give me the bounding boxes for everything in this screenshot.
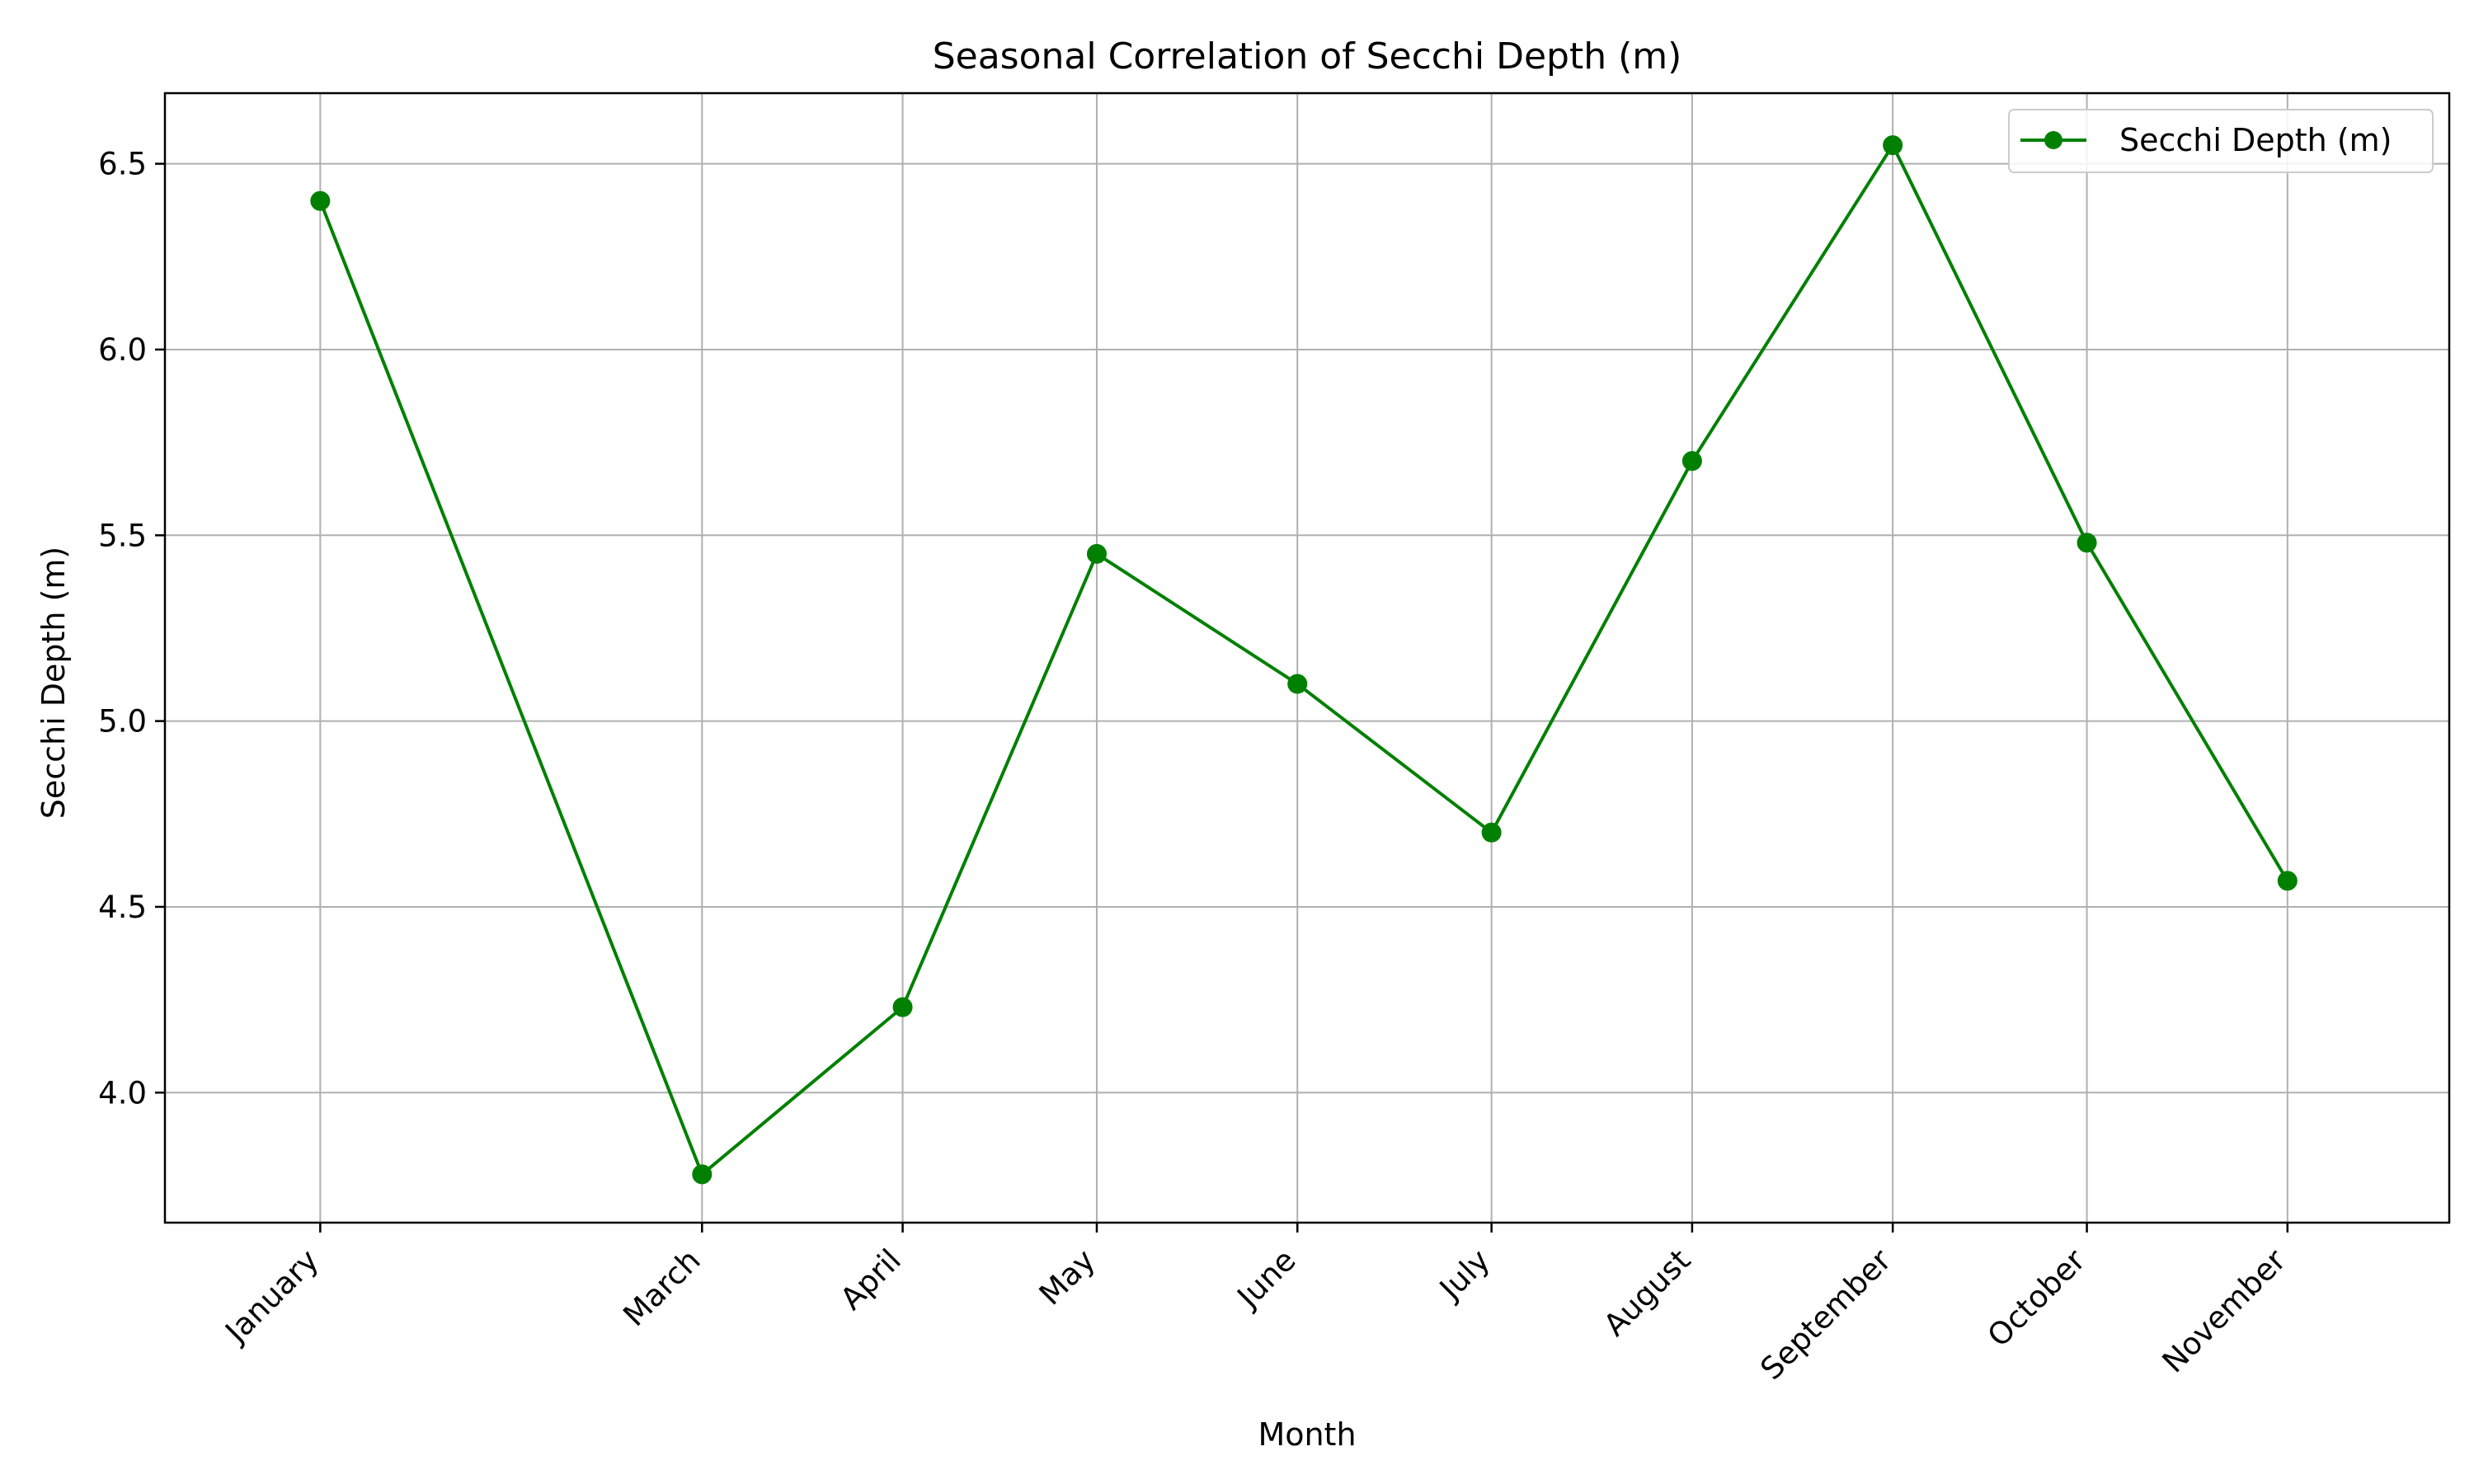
legend: Secchi Depth (m) — [2008, 109, 2434, 173]
legend-marker-icon — [2044, 131, 2062, 149]
data-point — [1883, 135, 1903, 156]
y-axis-label: Secchi Depth (m) — [35, 547, 72, 819]
y-tick-label: 6.0 — [98, 332, 147, 368]
data-point — [1287, 674, 1308, 694]
series-line — [318, 143, 2289, 1176]
data-point — [1086, 543, 1107, 564]
y-tick-label: 5.0 — [98, 704, 147, 740]
data-point — [1481, 822, 1502, 843]
data-point — [692, 1164, 713, 1185]
chart-title: Seasonal Correlation of Secchi Depth (m) — [933, 35, 1682, 77]
data-point — [310, 190, 331, 211]
data-point — [2277, 871, 2298, 891]
axes-layer — [163, 92, 2451, 1224]
legend-label: Secchi Depth (m) — [2119, 122, 2392, 158]
legend-box — [2008, 109, 2434, 173]
data-point — [892, 997, 913, 1017]
plot-frame — [163, 92, 2451, 1224]
y-tick-label: 6.5 — [98, 147, 147, 182]
y-tick-label: 4.0 — [98, 1075, 147, 1111]
series-layer — [310, 135, 2298, 1185]
y-tick-label: 5.5 — [98, 518, 147, 553]
grid-lines — [165, 93, 2449, 1223]
y-tick-label: 4.5 — [98, 890, 147, 925]
data-point — [1681, 451, 1702, 472]
x-axis-label: Month — [1258, 1416, 1356, 1453]
data-point — [2077, 533, 2097, 553]
